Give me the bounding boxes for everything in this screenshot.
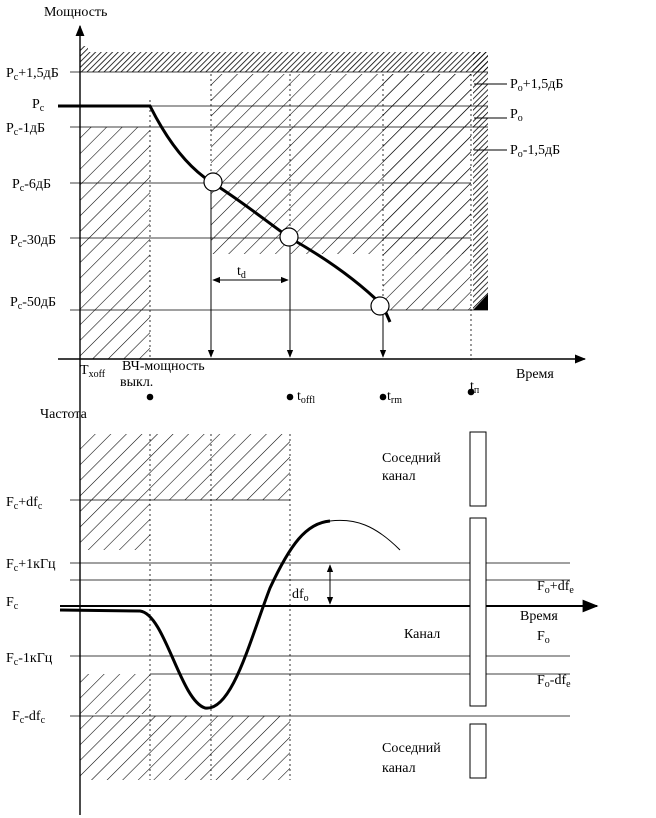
mask-left-region xyxy=(80,127,150,359)
rf-off-label-line2: выкл. xyxy=(120,375,153,390)
frequency-axis-title: Частота xyxy=(40,407,88,422)
toffl-label: toffl xyxy=(297,389,315,406)
adjacent-channel-bottom-line1: Соседний xyxy=(382,741,441,756)
level-fc-plus-1k: Fc+1кГц xyxy=(6,557,56,574)
channel-box xyxy=(469,517,487,707)
right-leaders xyxy=(474,83,507,151)
frequency-transient-curve xyxy=(59,519,331,710)
frequency-time-axis-title: Время xyxy=(520,609,558,624)
power-decay-curve xyxy=(58,104,392,323)
mask-right-dense-band xyxy=(473,52,488,310)
level-pc-plus: Pc+1,5дБ xyxy=(6,66,59,83)
td-label: td xyxy=(237,264,246,281)
adjacent-channel-top-line1: Соседний xyxy=(382,451,441,466)
dfo-label: dfo xyxy=(292,587,309,604)
level-fc: Fc xyxy=(6,595,19,612)
level-fo-minus-dfe: Fo-dfe xyxy=(537,673,571,690)
time-dots xyxy=(146,388,475,401)
mask-lower-region xyxy=(383,74,471,310)
tn-label: tп xyxy=(470,379,480,396)
adjacent-channel-top-box xyxy=(469,431,487,507)
power-vertical-gridlines xyxy=(149,74,472,360)
freq-mask-top-left xyxy=(80,434,150,500)
freq-mask-lower-left xyxy=(80,674,150,714)
channel-label: Канал xyxy=(404,627,440,642)
level-po-plus: Po+1,5дБ xyxy=(510,77,563,94)
level-pc-minus-30: Pc-30дБ xyxy=(10,233,56,250)
level-po: Po xyxy=(510,107,523,124)
mask-bottom-wedge xyxy=(473,294,488,310)
freq-mask-bottom xyxy=(80,716,290,780)
level-pc-minus-50: Pc-50дБ xyxy=(10,295,56,312)
adjacent-channel-bottom-line2: канал xyxy=(382,761,416,776)
freq-mask-top-center xyxy=(150,434,290,500)
frequency-gridlines xyxy=(70,499,570,717)
level-fo: Fo xyxy=(537,629,550,646)
curve-marker-6db xyxy=(203,172,223,192)
level-fc-plus-dfc: Fc+dfc xyxy=(6,495,43,512)
curve-marker-50db xyxy=(370,296,390,316)
curve-marker-30db xyxy=(279,227,299,247)
level-fo-plus-dfe: Fo+dfe xyxy=(537,579,574,596)
mask-top-dense-cap xyxy=(80,46,88,52)
power-time-axis-title: Время xyxy=(516,367,554,382)
level-pc-minus-1: Pc-1дБ xyxy=(6,121,45,138)
power-panel: td Мощность Время Pc+1,5дБ Pc Pc-1дБ Pc-… xyxy=(6,5,587,815)
level-fc-minus-1k: Fc-1кГц xyxy=(6,651,53,668)
rf-off-label-line1: ВЧ-мощность xyxy=(122,359,205,374)
txoff-label: Txoff xyxy=(80,363,106,380)
power-gridlines xyxy=(70,71,488,311)
adjacent-channel-top-line2: канал xyxy=(382,469,416,484)
trm-label: trm xyxy=(387,389,402,406)
frequency-transient-tail xyxy=(329,519,401,551)
level-pc-minus-6: Pc-6дБ xyxy=(12,177,51,194)
level-pc: Pc xyxy=(32,97,45,114)
power-axis-title: Мощность xyxy=(44,5,107,20)
level-po-minus: Po-1,5дБ xyxy=(510,143,560,160)
frequency-panel: Частота Время xyxy=(6,407,599,780)
adjacent-channel-bottom-box xyxy=(469,723,487,779)
mask-top-dense-band xyxy=(80,52,488,72)
freq-mask-mid-left xyxy=(80,500,150,550)
level-fc-minus-dfc: Fc-dfc xyxy=(12,709,46,726)
time-drop-arrows xyxy=(207,191,387,358)
